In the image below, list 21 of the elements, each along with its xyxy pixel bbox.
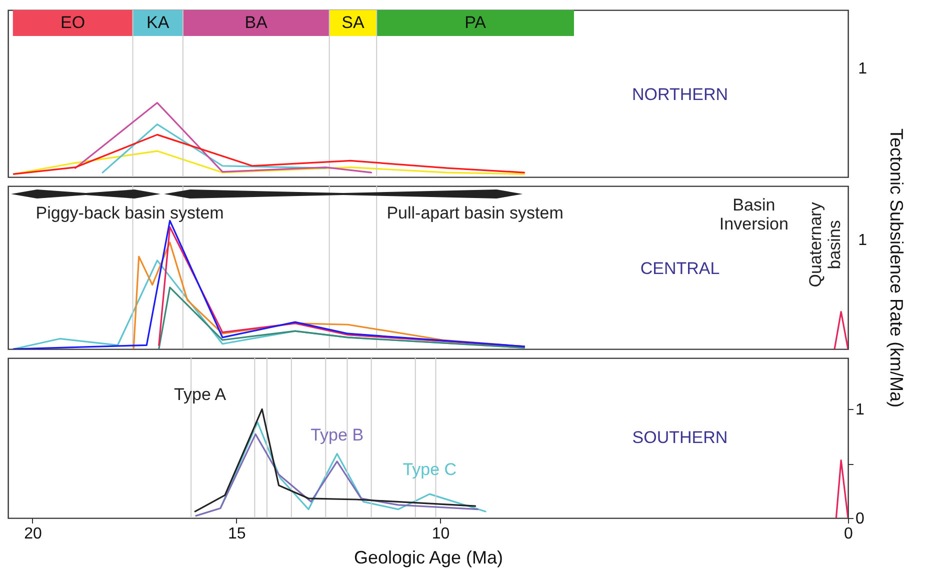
- series-label: Type B: [310, 425, 364, 444]
- annotation: Quaternary basins: [806, 202, 844, 288]
- annotation: SOUTHERN: [632, 428, 728, 447]
- x-tick-label: 10: [432, 526, 450, 542]
- annotation: Piggy-back basin system: [36, 204, 224, 223]
- x-tick-label: 15: [228, 526, 246, 542]
- x-tick-label: 20: [24, 526, 42, 542]
- x-axis-title: Geologic Age (Ma): [354, 548, 504, 568]
- band-label: BA: [244, 13, 268, 32]
- annotation: CENTRAL: [640, 259, 720, 278]
- series-label: Type C: [402, 460, 457, 480]
- x-tick-label: 0: [844, 526, 854, 542]
- band-label: KA: [146, 13, 170, 32]
- annotation: NORTHERN: [632, 85, 728, 104]
- annotation: Pull-apart basin system: [386, 204, 564, 223]
- band-label: PA: [464, 13, 487, 32]
- y-axis-title: Tectonic Subsidence Rate (km/Ma): [886, 128, 906, 408]
- band-label: SA: [342, 13, 365, 32]
- band-label: EO: [60, 13, 86, 32]
- text: Type A: [174, 385, 227, 404]
- annotation: Basin Inversion: [719, 196, 788, 234]
